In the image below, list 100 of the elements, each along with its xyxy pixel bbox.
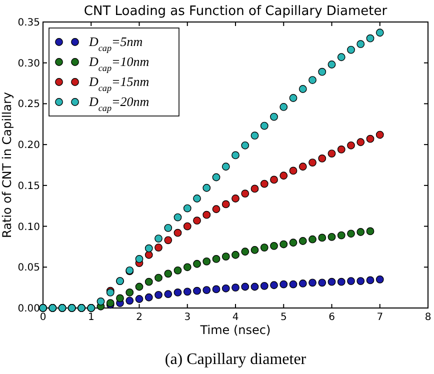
point: [260, 122, 268, 130]
point: [356, 40, 365, 48]
point: [280, 172, 288, 180]
text: (a) Capillary diameter: [164, 351, 307, 368]
point: [328, 150, 336, 158]
point: [347, 230, 355, 238]
point: [164, 270, 172, 278]
legend-label: D$_{cap}$=20nm: [88, 94, 150, 113]
point: [337, 231, 346, 240]
point: [183, 288, 192, 296]
point: [280, 280, 288, 288]
point: [270, 281, 278, 290]
y-tick-label: 0.25: [18, 99, 40, 110]
point: [154, 234, 162, 242]
y-tick-label: 0.05: [18, 262, 40, 274]
point: [260, 180, 268, 188]
point: [202, 184, 211, 192]
point: [328, 232, 336, 241]
point: [135, 255, 144, 263]
point: [96, 298, 105, 306]
point: [232, 250, 240, 259]
point: [318, 68, 326, 76]
point: [298, 237, 307, 245]
point: [289, 280, 298, 288]
point: [135, 282, 144, 291]
y-axis-title: Ratio of CNT in Capillary: [0, 92, 14, 238]
point: [337, 146, 346, 154]
point: [298, 162, 307, 171]
point: [308, 278, 316, 287]
point: [289, 238, 298, 247]
point: [222, 284, 230, 292]
point: [347, 46, 355, 54]
point: [376, 275, 384, 284]
point: [212, 205, 220, 214]
point: [202, 286, 211, 294]
y-tick-label: 0.30: [18, 58, 40, 70]
x-tick-label: 2: [136, 312, 142, 323]
point: [212, 173, 220, 182]
point: [250, 246, 259, 254]
point: [366, 34, 374, 42]
point: [144, 278, 153, 286]
point: [328, 278, 336, 286]
y-tick-label: 0.20: [18, 140, 40, 152]
point: [116, 294, 124, 302]
point: [154, 274, 162, 282]
point: [337, 278, 346, 286]
y-tick-label: 0.00: [18, 304, 40, 314]
point: [154, 244, 162, 252]
point: [270, 176, 278, 184]
point: [366, 276, 374, 284]
point: [232, 194, 240, 202]
point: [222, 162, 230, 171]
point: [174, 213, 182, 222]
point: [212, 255, 220, 263]
point: [232, 151, 240, 160]
point: [280, 103, 288, 111]
point: [241, 248, 250, 256]
point: [347, 141, 355, 150]
point: [144, 250, 153, 259]
point: [328, 60, 336, 68]
x-tick-label: 8: [424, 312, 432, 323]
point: [308, 76, 316, 84]
point: [308, 158, 316, 166]
point: [250, 184, 259, 193]
point: [318, 234, 326, 242]
point: [212, 285, 220, 294]
point: [298, 85, 307, 93]
point: [318, 278, 326, 287]
point: [298, 280, 307, 288]
point: [250, 132, 259, 140]
legend-label: D$_{cap}$=5nm: [88, 34, 143, 53]
x-tick-label: 1: [88, 312, 94, 323]
legend-label: D$_{cap}$=10nm: [88, 54, 150, 73]
point: [356, 138, 365, 146]
point: [260, 282, 268, 290]
x-tick-label: 3: [184, 312, 191, 323]
point: [376, 130, 384, 139]
point: [289, 166, 298, 175]
point: [270, 242, 278, 250]
point: [135, 295, 144, 303]
point: [183, 204, 192, 212]
point: [376, 28, 384, 37]
point: [164, 290, 172, 298]
point: [241, 141, 250, 150]
point: [202, 257, 211, 266]
point: [126, 296, 134, 305]
point: [144, 293, 153, 302]
point: [222, 252, 230, 260]
x-axis-title: Time (nsec): [199, 323, 271, 337]
point: [164, 236, 172, 244]
point: [308, 235, 316, 244]
x-tick-label: 6: [328, 312, 335, 323]
point: [241, 282, 250, 291]
point: [250, 282, 259, 291]
point: [318, 154, 326, 162]
x-tick-label: 7: [376, 312, 384, 323]
point: [174, 288, 182, 296]
chart-title: CNT Loading as Function of Capillary Diameter: [84, 4, 388, 19]
y-tick-label: 0.10: [18, 222, 40, 233]
point: [356, 277, 365, 285]
